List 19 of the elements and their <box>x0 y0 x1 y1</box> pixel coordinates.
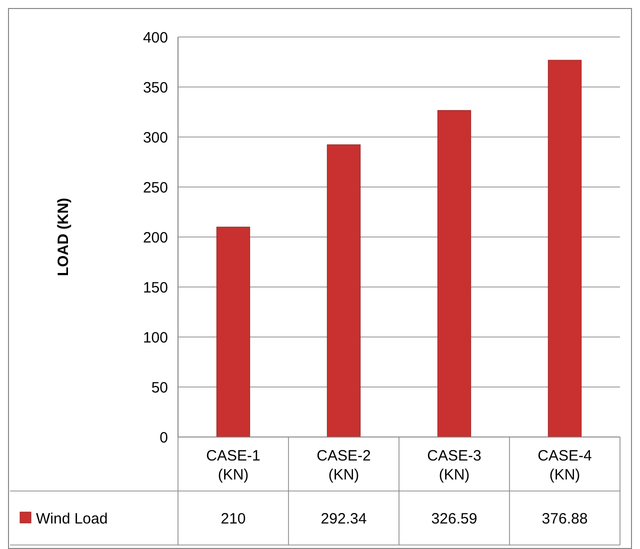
y-tick-label: 350 <box>142 79 168 96</box>
x-tick-label: CASE-4 (KN) <box>538 447 592 484</box>
x-tick-label: CASE-2 (KN) <box>316 447 371 484</box>
x-tick-label: CASE-3 (KN) <box>427 447 482 484</box>
y-axis-title: LOAD (KN) <box>55 198 72 276</box>
data-label: 376.88 <box>542 510 588 528</box>
y-tick-label: 250 <box>142 179 168 196</box>
x-tick-label: CASE-1 (KN) <box>206 447 260 484</box>
y-tick-label: 50 <box>151 379 168 396</box>
legend-label: Wind Load <box>36 510 108 528</box>
y-tick-label: 200 <box>142 229 168 246</box>
y-tick-label: 300 <box>142 129 168 146</box>
y-tick-label: 0 <box>160 429 168 446</box>
data-label: 210 <box>220 510 246 528</box>
y-tick-label: 100 <box>142 329 168 346</box>
data-label: 326.59 <box>431 510 478 528</box>
y-tick-label: 400 <box>142 29 168 46</box>
data-label: 292.34 <box>320 510 367 528</box>
y-tick-label: 150 <box>142 279 168 296</box>
